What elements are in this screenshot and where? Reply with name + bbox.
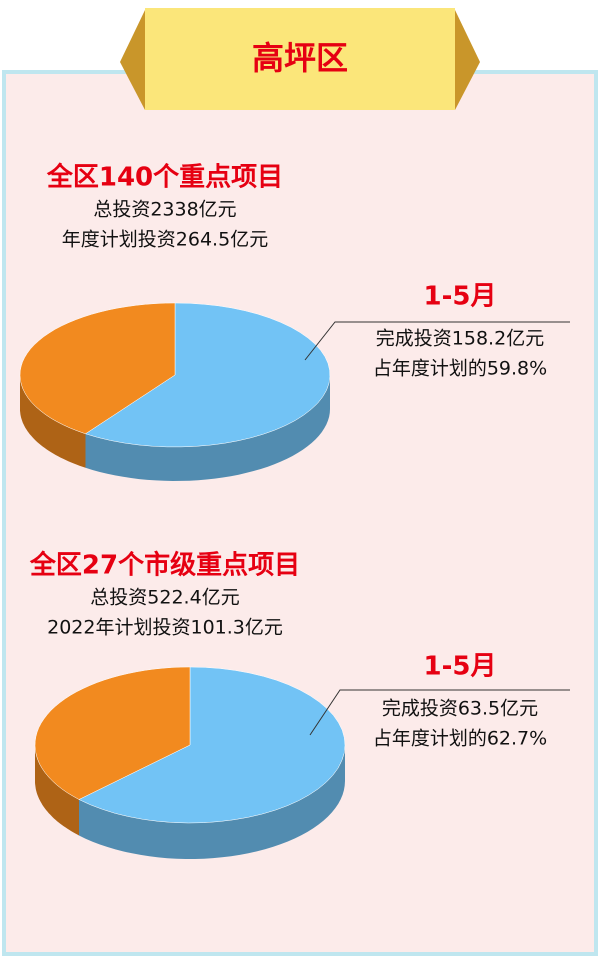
- banner-title: 高坪区: [252, 39, 348, 77]
- banner: [145, 8, 455, 110]
- chart-title: 全区140个重点项目: [46, 162, 283, 193]
- leader-line: [304, 321, 570, 361]
- ribbon-right: [455, 10, 480, 110]
- pie-side: [79, 745, 345, 859]
- subtitle: 总投资522.4亿元: [90, 587, 239, 609]
- pie-side: [20, 375, 86, 468]
- pie-slice: [78, 666, 346, 824]
- annotation-line: 占年度计划的62.7%: [373, 728, 547, 750]
- annotation-line: 占年度计划的59.8%: [373, 358, 547, 380]
- pie-side: [85, 375, 330, 481]
- pie-slice: [34, 666, 191, 800]
- ribbon-left: [120, 10, 145, 110]
- subtitle: 总投资2338亿元: [93, 199, 236, 221]
- pie-slice: [19, 302, 176, 435]
- pie-slice: [84, 302, 331, 448]
- subtitle: 年度计划投资264.5亿元: [62, 229, 268, 251]
- chart-title: 全区27个市级重点项目: [29, 550, 300, 581]
- subtitle: 2022年计划投资101.3亿元: [47, 617, 283, 639]
- annotation-line: 完成投资158.2亿元: [376, 328, 544, 350]
- annotation-title: 1-5月: [424, 652, 497, 682]
- annotation-title: 1-5月: [424, 282, 497, 312]
- leader-line: [309, 689, 570, 736]
- pie-side: [35, 745, 79, 836]
- annotation-line: 完成投资63.5亿元: [382, 698, 538, 720]
